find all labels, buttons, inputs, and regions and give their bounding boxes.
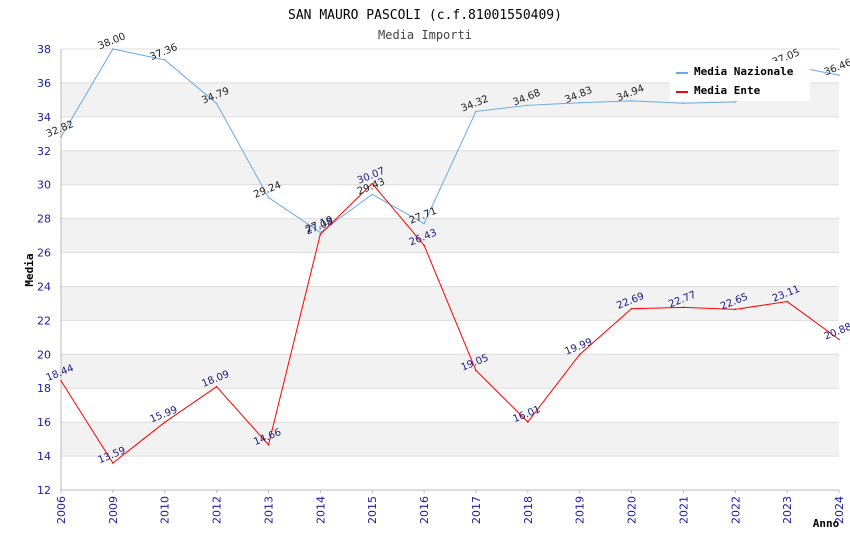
y-tick-label: 30 <box>37 179 51 192</box>
data-point <box>838 74 840 76</box>
legend: Media Nazionale Media Ente <box>670 61 810 101</box>
grid-band <box>61 286 839 321</box>
grid-band <box>61 218 839 253</box>
x-tick-label: 2017 <box>470 496 483 524</box>
data-point <box>527 104 529 107</box>
data-point <box>319 233 322 236</box>
data-point <box>475 110 477 113</box>
grid-band <box>61 184 839 219</box>
data-point <box>578 353 581 356</box>
x-tick-label: 2015 <box>366 496 379 524</box>
grid-band <box>61 252 839 287</box>
y-tick-label: 14 <box>37 450 51 463</box>
legend-box <box>670 61 810 101</box>
y-tick-label: 24 <box>37 280 51 293</box>
data-point <box>112 462 114 464</box>
data-point <box>475 369 477 372</box>
data-point <box>112 48 114 50</box>
data-point <box>578 101 581 104</box>
data-point <box>786 300 788 303</box>
data-point <box>215 385 218 388</box>
data-point <box>682 306 685 309</box>
y-tick-label: 28 <box>37 213 51 226</box>
x-tick-label: 2022 <box>729 496 742 524</box>
data-point <box>267 444 270 446</box>
x-axis-label: Anno <box>813 517 840 530</box>
grid-band <box>61 354 839 389</box>
y-tick-label: 22 <box>37 314 51 327</box>
x-tick-label: 2020 <box>626 496 639 524</box>
data-point <box>60 379 62 382</box>
data-point <box>163 59 166 61</box>
grid-band <box>61 320 839 355</box>
grid-band <box>61 116 839 151</box>
x-tick-label: 2012 <box>211 496 224 524</box>
axes <box>60 49 839 491</box>
grid-band <box>61 388 839 423</box>
series-line-media-nazionale <box>60 48 840 233</box>
data-point <box>319 231 322 234</box>
x-tick-labels: 2006 2009 2010 2012 2013 2014 2015 2016 2017 2018… <box>55 490 846 524</box>
x-tick-label: 2024 <box>833 496 846 524</box>
x-tick-label: 2018 <box>522 496 535 524</box>
chart-subtitle: Media Importi <box>378 28 472 42</box>
x-tick-label: 2014 <box>314 496 327 524</box>
x-tick-label: 2021 <box>677 496 690 524</box>
data-point <box>60 136 62 138</box>
x-tick-label: 2006 <box>55 496 68 524</box>
data-point <box>371 182 374 185</box>
x-tick-label: 2013 <box>262 496 275 524</box>
grid-bands <box>61 49 839 490</box>
data-point <box>423 222 425 225</box>
x-tick-label: 2010 <box>159 496 172 524</box>
data-point <box>734 308 737 311</box>
grid-band <box>61 456 839 490</box>
data-point <box>734 101 737 103</box>
x-tick-label: 2023 <box>781 496 794 524</box>
data-point <box>527 421 529 423</box>
data-point <box>163 421 166 424</box>
legend-label-media-ente: Media Ente <box>694 84 761 97</box>
data-point <box>371 193 374 196</box>
y-tick-label: 34 <box>37 111 51 124</box>
data-point <box>838 338 840 341</box>
x-tick-label: 2009 <box>107 496 120 524</box>
data-point <box>630 100 633 102</box>
series-line-media-ente <box>60 182 840 464</box>
data-point <box>215 102 218 105</box>
y-tick-label: 20 <box>37 348 51 361</box>
y-tick-label: 16 <box>37 416 51 429</box>
series-lines <box>60 48 840 464</box>
data-point <box>267 196 270 199</box>
data-point <box>423 244 425 247</box>
legend-label-media-nazionale: Media Nazionale <box>694 65 794 78</box>
y-tick-label: 18 <box>37 382 51 395</box>
y-tick-label: 26 <box>37 247 51 260</box>
y-axis-label: Media <box>23 253 36 286</box>
x-tick-label: 2016 <box>418 496 431 524</box>
data-point <box>682 102 685 105</box>
data-point <box>630 307 633 310</box>
y-tick-label: 36 <box>37 77 51 90</box>
y-tick-label: 12 <box>37 484 51 497</box>
chart-title: SAN MAURO PASCOLI (c.f.81001550409) <box>288 8 562 23</box>
y-tick-label: 32 <box>37 145 51 158</box>
y-tick-label: 38 <box>37 43 51 56</box>
grid-band <box>61 422 839 457</box>
x-tick-label: 2019 <box>574 496 587 524</box>
y-tick-labels: 12 14 16 18 20 22 24 26 28 30 32 34 36 38 <box>37 43 51 497</box>
